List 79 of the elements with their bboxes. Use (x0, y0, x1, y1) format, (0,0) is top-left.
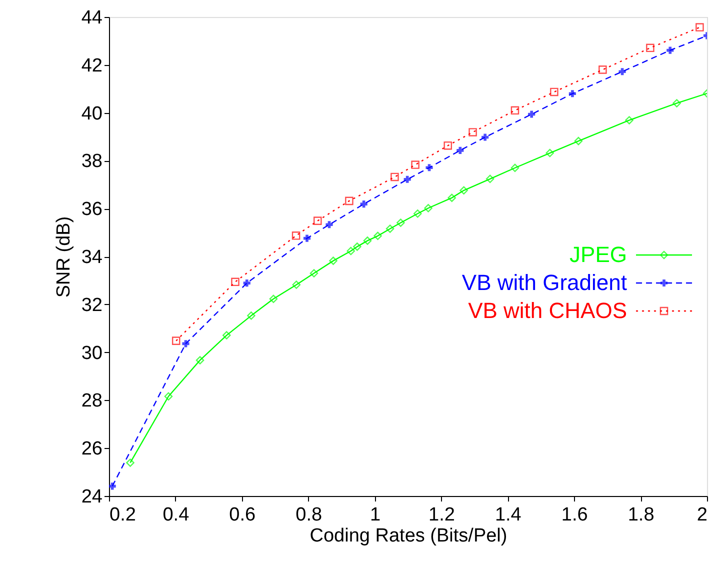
x-tick-label: 0.2 (110, 504, 136, 526)
point (164, 392, 173, 401)
y-tick-label: 40 (81, 103, 102, 124)
x-tick-label: 1.4 (494, 504, 522, 526)
point (510, 106, 520, 115)
point (448, 194, 456, 202)
x-tick-label: 0.4 (162, 504, 190, 526)
point (444, 141, 452, 150)
point (482, 134, 489, 141)
point (390, 172, 399, 182)
point (126, 458, 134, 467)
point (346, 246, 355, 256)
point (574, 136, 583, 146)
point (310, 269, 318, 278)
legend-label: VB with Gradient (462, 270, 627, 295)
point (460, 186, 468, 195)
point (314, 216, 322, 225)
point (696, 23, 704, 32)
point (363, 236, 372, 245)
y-tick-label: 38 (81, 151, 102, 172)
x-tick-label: 1 (370, 504, 381, 526)
point (292, 232, 300, 240)
x-tick-label: 1.8 (628, 504, 654, 526)
point (269, 294, 278, 304)
point (528, 110, 536, 118)
point (411, 160, 420, 169)
legend-label: VB with CHAOS (468, 298, 627, 323)
point (486, 174, 494, 184)
point (109, 482, 116, 490)
y-tick-label: 26 (81, 438, 102, 460)
point (353, 242, 362, 251)
point (456, 146, 464, 154)
point (404, 176, 411, 183)
point (386, 224, 394, 233)
point (360, 200, 368, 208)
y-tick-label: 30 (81, 342, 102, 364)
point (292, 280, 301, 289)
point (345, 196, 354, 206)
x-axis-title: Coding Rates (Bits/Pel) (310, 526, 508, 546)
point (329, 256, 338, 265)
y-tick-label: 36 (81, 199, 102, 220)
point (672, 99, 681, 108)
y-tick-label: 44 (81, 8, 103, 28)
point (231, 278, 240, 286)
point (646, 44, 654, 52)
point (568, 90, 576, 98)
x-tick-label: 1.6 (561, 504, 588, 526)
point (222, 331, 231, 340)
point (172, 336, 180, 345)
x-tick-label: 0.8 (296, 504, 322, 526)
point (510, 164, 520, 172)
point (303, 234, 311, 242)
y-tick-label: 24 (81, 486, 103, 508)
point (550, 88, 558, 96)
x-tick-label: 2 (696, 504, 708, 526)
point (424, 204, 432, 212)
point (247, 312, 256, 320)
point (374, 232, 382, 240)
point (196, 356, 204, 364)
y-tick-label: 42 (81, 55, 102, 76)
x-tick-label: 1.2 (428, 504, 455, 526)
legend-label: JPEG (570, 242, 627, 267)
point (396, 218, 405, 227)
y-axis-title: SNR (dB) (53, 216, 74, 298)
x-tick-label: 0.6 (229, 504, 256, 526)
y-tick-label: 34 (81, 247, 103, 268)
point (243, 280, 250, 287)
point (625, 116, 634, 124)
point (546, 148, 554, 158)
point (326, 221, 333, 228)
point (468, 128, 477, 136)
point (182, 340, 190, 348)
point (666, 46, 674, 54)
y-tick-label: 28 (81, 390, 102, 412)
y-tick-label: 32 (81, 294, 102, 316)
point (598, 66, 607, 74)
point (618, 68, 626, 76)
point (426, 164, 433, 172)
point (414, 209, 422, 218)
